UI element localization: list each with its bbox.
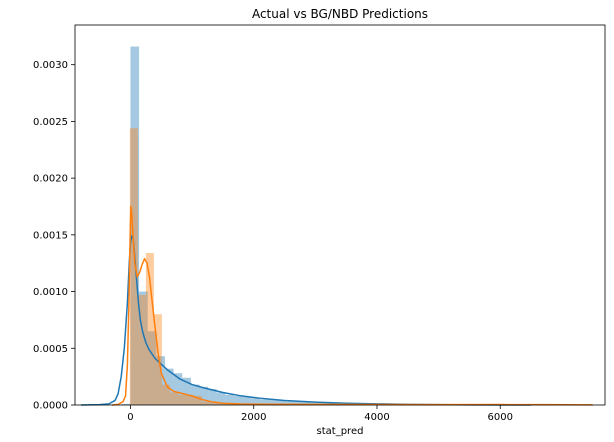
- series-0-bar-1: [130, 46, 140, 405]
- series-1-bar-1: [137, 294, 146, 405]
- series-0-bar-8: [190, 384, 200, 405]
- series-0-bar-20: [294, 401, 304, 405]
- y-tick-label-1: 0.0005: [33, 344, 68, 355]
- series-0-bar-21: [303, 401, 312, 405]
- series-0-bar-19: [285, 401, 295, 405]
- series-0-bar-16: [259, 399, 269, 405]
- series-0-kde-line: [81, 235, 532, 406]
- x-tick-label-2: 4000: [364, 412, 389, 423]
- series-1-bar-4: [161, 384, 170, 405]
- series-0-bar-11: [216, 392, 226, 405]
- series-0-bar-17: [268, 399, 278, 405]
- series-1-histogram: [129, 128, 577, 405]
- y-tick-label-6: 0.0030: [33, 60, 68, 71]
- y-tick-label-0: 0.0000: [33, 401, 68, 412]
- series-0-histogram: [121, 46, 424, 405]
- series-1-bar-11: [217, 403, 226, 405]
- series-0-bar-7: [182, 377, 191, 405]
- series-0-bar-6: [173, 373, 183, 405]
- series-1-bar-12: [225, 403, 234, 405]
- x-axis-label: stat_pred: [317, 426, 364, 437]
- series-0-bar-14: [242, 397, 252, 405]
- plot-frame: [74, 24, 606, 406]
- series-1-bar-9: [201, 401, 210, 405]
- series-0-bar-15: [251, 398, 260, 405]
- series-0-bar-0: [121, 403, 131, 405]
- series-0-bar-12: [225, 394, 234, 405]
- series-1-bar-7: [185, 394, 194, 405]
- y-tick-label-4: 0.0020: [33, 174, 68, 185]
- y-tick-label-3: 0.0015: [33, 230, 68, 241]
- series-1-bar-6: [177, 394, 186, 405]
- series-0-bar-13: [234, 395, 243, 405]
- series-1-kde-line: [111, 205, 593, 406]
- series-0-bar-5: [164, 368, 174, 405]
- y-tick-label-2: 0.0010: [33, 287, 68, 298]
- series-1-bar-5: [169, 392, 178, 405]
- y-tick-label-5: 0.0025: [33, 117, 68, 128]
- plot-area: [74, 24, 606, 406]
- series-1-bar-0: [129, 128, 138, 405]
- series-0-bar-4: [156, 356, 165, 405]
- series-1-bar-10: [209, 402, 218, 405]
- x-tick-label-3: 6000: [488, 412, 513, 423]
- x-axis: 0 2000 4000 6000: [127, 405, 513, 423]
- x-tick-label-1: 2000: [241, 412, 266, 423]
- series-0-bar-10: [208, 389, 217, 405]
- y-axis: 0.0000 0.0005 0.0010 0.0015 0.0020 0.0025 0.00…: [33, 60, 75, 412]
- series-0-bar-9: [199, 386, 209, 405]
- x-tick-label-0: 0: [127, 412, 133, 423]
- series-1-bar-2: [145, 253, 154, 405]
- series-1-bar-3: [153, 314, 162, 405]
- series-1-bar-8: [193, 395, 202, 405]
- series-0-bar-3: [147, 331, 157, 405]
- series-0-bar-18: [277, 400, 286, 405]
- chart-title: Actual vs BG/NBD Predictions: [252, 7, 428, 21]
- series-0-bar-2: [139, 291, 148, 405]
